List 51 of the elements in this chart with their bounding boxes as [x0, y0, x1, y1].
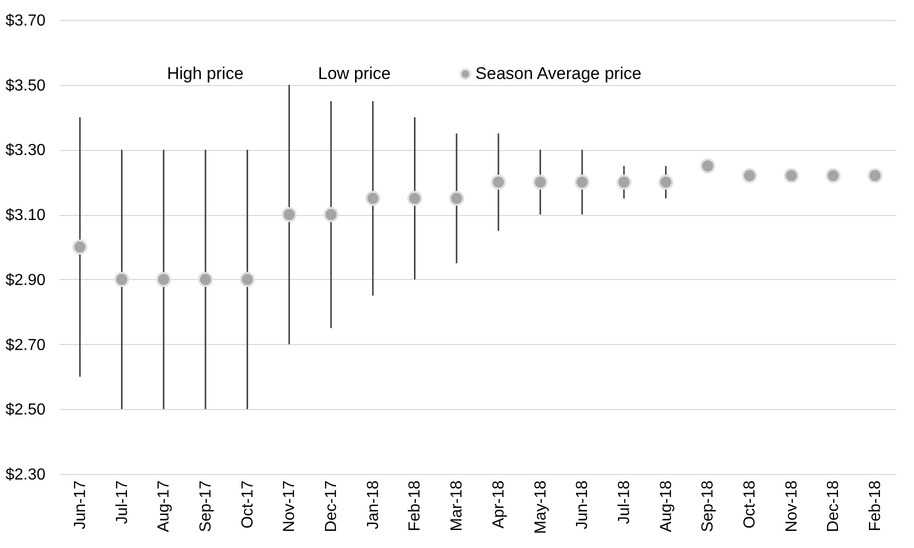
- x-tick-label: Sep-17: [197, 480, 214, 532]
- x-tick-label: May-18: [532, 480, 550, 534]
- y-tick-label: $2.50: [5, 402, 46, 419]
- x-tick-label: Jan-18: [364, 480, 382, 530]
- point: [72, 239, 88, 255]
- point: [616, 174, 632, 190]
- x-tick-label: Nov-17: [281, 480, 298, 532]
- point: [574, 174, 590, 190]
- x-tick-label: Nov-18: [783, 480, 800, 532]
- y-tick-label: $2.90: [5, 272, 46, 289]
- x-tick-label: Dec-18: [825, 480, 842, 532]
- point: [114, 272, 130, 287]
- x-tick-label: Aug-17: [156, 480, 173, 532]
- point: [365, 190, 380, 206]
- point: [324, 207, 339, 222]
- annotation: High price: [167, 64, 244, 83]
- x-tick-label: Dec-17: [323, 480, 340, 532]
- y-tick-label: $3.50: [5, 77, 46, 94]
- point: [826, 168, 841, 184]
- point: [407, 190, 422, 206]
- point: [490, 174, 506, 190]
- x-tick-label: Mar-18: [448, 480, 466, 532]
- legend-label: Season Average price: [475, 64, 642, 83]
- point: [449, 190, 464, 206]
- x-tick-label: Apr-18: [490, 480, 508, 529]
- point: [156, 272, 172, 287]
- point: [198, 272, 213, 287]
- point: [868, 168, 883, 184]
- x-tick-label: Sep-18: [700, 480, 717, 532]
- point: [784, 168, 799, 184]
- y-tick-label: $2.70: [5, 336, 46, 354]
- x-tick-label: Jun-17: [72, 480, 89, 530]
- point: [282, 207, 297, 222]
- y-tick-label: $3.10: [5, 207, 46, 224]
- point: [742, 168, 758, 184]
- x-tick-label: Jul-18: [616, 480, 633, 524]
- point: [240, 272, 255, 287]
- x-tick-label: Jun-18: [574, 480, 592, 530]
- y-tick-label: $3.30: [5, 142, 46, 160]
- annotation: Low price: [318, 64, 391, 83]
- x-tick-label: Oct-18: [742, 480, 759, 529]
- x-tick-label: Oct-17: [239, 480, 256, 529]
- x-tick-label: Feb-18: [867, 480, 884, 532]
- y-tick-label: $2.30: [5, 466, 46, 484]
- point: [532, 174, 548, 190]
- point: [658, 174, 674, 190]
- y-tick-label: $3.70: [5, 12, 46, 30]
- x-tick-label: Feb-18: [406, 480, 424, 532]
- point: [700, 158, 716, 174]
- x-tick-label: Aug-18: [658, 480, 675, 532]
- x-tick-label: Jul-17: [114, 480, 131, 524]
